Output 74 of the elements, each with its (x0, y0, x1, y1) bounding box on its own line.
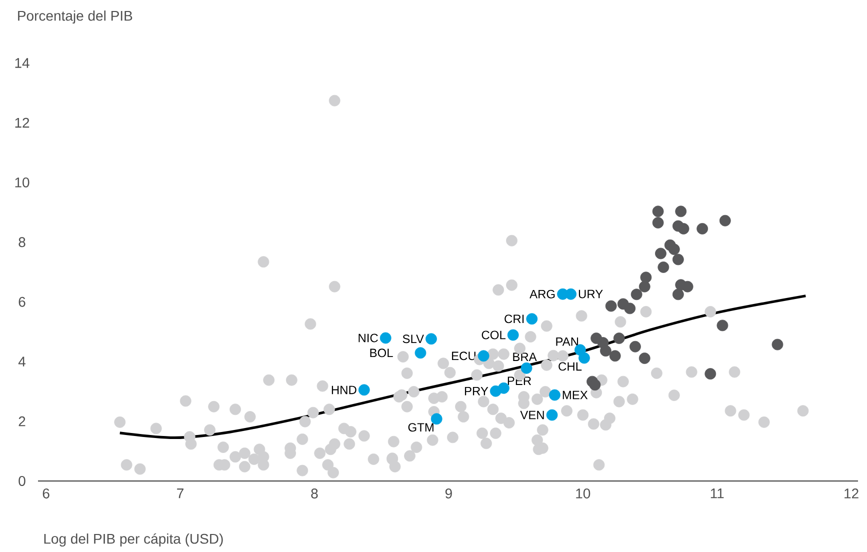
y-tick-label: 6 (18, 296, 26, 307)
point (682, 280, 694, 292)
point (546, 409, 558, 421)
x-tick-label: 9 (445, 488, 452, 498)
point (589, 379, 601, 391)
point (590, 332, 602, 344)
annotation: ECU (452, 352, 476, 360)
x-tick-label: 8 (311, 488, 318, 498)
point (672, 288, 684, 300)
annotation: SLV (402, 334, 424, 344)
point (609, 350, 621, 362)
point (600, 345, 612, 357)
point (430, 413, 442, 425)
point (675, 206, 687, 218)
point (490, 385, 502, 397)
point (358, 384, 370, 396)
point (772, 338, 784, 350)
annotation: MEX (562, 390, 588, 400)
point (426, 333, 437, 345)
point (638, 352, 650, 364)
x-tick-label: 10 (576, 488, 590, 498)
x-tick-label: 11 (710, 488, 724, 498)
y-tick-label: 8 (18, 237, 26, 248)
point (565, 288, 576, 300)
y-axis-title: Porcentaje del PIB (18, 10, 132, 24)
x-axis-title: Log del PIB per cápita (USD) (44, 533, 223, 547)
point (630, 288, 642, 300)
annotation: BRA (513, 352, 537, 361)
annotation: ARG (530, 290, 555, 298)
y-tick-label: 14 (15, 58, 30, 68)
point (719, 214, 731, 226)
x-tick-label: 6 (42, 488, 50, 498)
point (668, 244, 680, 256)
y-tick-label: 2 (18, 416, 26, 426)
point (380, 332, 392, 344)
point (655, 248, 666, 260)
point (638, 280, 650, 292)
y-tick-label: 10 (15, 177, 30, 188)
point (624, 302, 636, 314)
annotation: CHL (558, 362, 582, 371)
point (548, 389, 560, 401)
point (716, 320, 728, 332)
point (658, 262, 670, 273)
point (478, 350, 490, 362)
y-tick-label: 0 (18, 476, 26, 486)
annotation: VEN (520, 410, 544, 420)
point (520, 362, 532, 374)
y-tick-label: 12 (15, 118, 30, 128)
x-tick-label: 12 (844, 488, 858, 498)
point (605, 300, 617, 312)
point (678, 223, 690, 234)
point (652, 206, 664, 218)
point (630, 340, 641, 352)
point (414, 347, 426, 359)
point (672, 254, 684, 266)
x-tick-label: 7 (177, 488, 184, 498)
annotation: HND (332, 386, 356, 394)
point (507, 329, 519, 341)
annotation: PAN (556, 337, 578, 346)
annotation: CRI (504, 314, 524, 324)
point (526, 313, 538, 325)
annotation: NIC (358, 334, 378, 342)
annotation: COL (482, 330, 506, 340)
point (613, 332, 625, 344)
annotation: PRY (464, 387, 488, 396)
point (652, 217, 664, 228)
point (696, 223, 708, 234)
annotation: GTM (408, 423, 434, 432)
annotation: BOL (370, 348, 393, 358)
point (704, 368, 716, 380)
y-tick-label: 4 (18, 356, 26, 366)
point (578, 352, 590, 364)
point (640, 272, 652, 284)
annotation: URY (578, 290, 603, 298)
